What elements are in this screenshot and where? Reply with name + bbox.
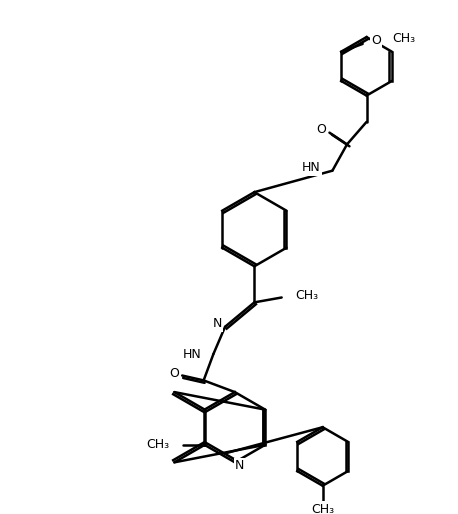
Text: CH₃: CH₃ xyxy=(392,31,415,45)
Text: O: O xyxy=(317,123,327,136)
Text: O: O xyxy=(371,34,381,47)
Text: O: O xyxy=(169,367,180,380)
Text: CH₃: CH₃ xyxy=(295,289,318,302)
Text: N: N xyxy=(235,459,245,472)
Text: CH₃: CH₃ xyxy=(147,438,169,451)
Text: HN: HN xyxy=(302,161,321,174)
Text: N: N xyxy=(213,317,222,331)
Text: HN: HN xyxy=(183,347,202,360)
Text: CH₃: CH₃ xyxy=(311,503,334,514)
